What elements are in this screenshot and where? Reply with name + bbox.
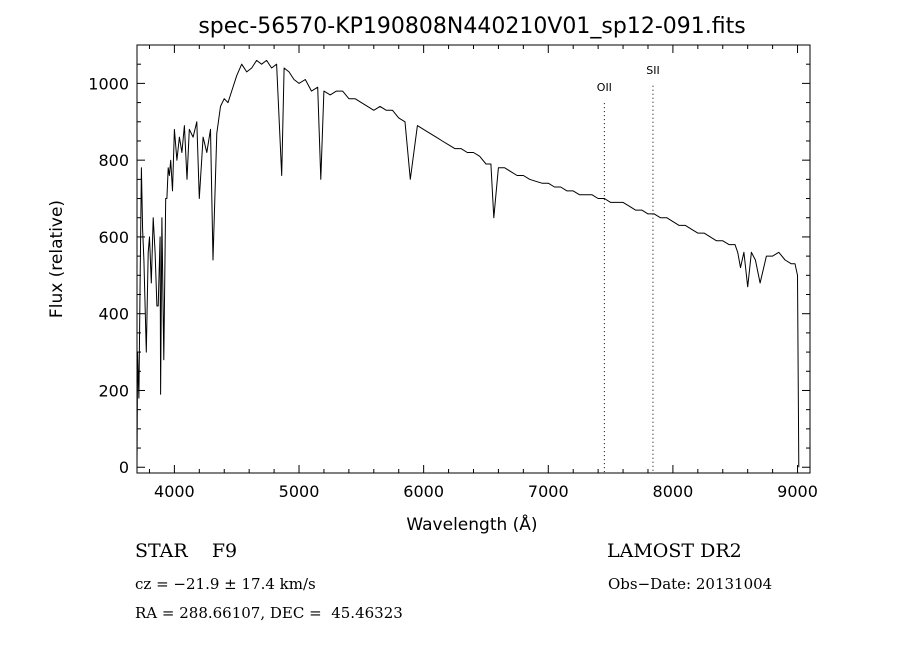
observation-date: Obs−Date: 20131004 — [608, 575, 773, 593]
annotation-label: OII — [597, 81, 612, 94]
y-tick-label: 600 — [98, 228, 129, 247]
annotation-label: SII — [646, 64, 659, 77]
x-tick-label: 9000 — [777, 482, 818, 501]
annotation-labels: OII SII — [597, 64, 660, 94]
annotation-lines — [603, 85, 654, 473]
y-tick-label: 200 — [98, 381, 129, 400]
x-tick-label: 8000 — [653, 482, 694, 501]
x-tick-label: 4000 — [154, 482, 195, 501]
y-axis-label: Flux (relative) — [47, 200, 67, 318]
y-tick-label: 1000 — [88, 74, 129, 93]
x-axis-ticks: 4000 5000 6000 7000 8000 9000 — [148, 45, 818, 501]
y-tick-label: 800 — [98, 151, 129, 170]
y-axis-ticks: 0 200 400 600 800 1000 — [88, 44, 810, 477]
redshift-velocity: cz = −21.9 ± 17.4 km/s — [135, 575, 316, 593]
object-class: STAR F9 — [135, 540, 238, 562]
chart-title: spec-56570-KP190808N440210V01_sp12-091.f… — [198, 14, 745, 39]
survey-name: LAMOST DR2 — [607, 540, 742, 562]
plot-frame — [136, 44, 811, 474]
y-tick-label: 400 — [98, 305, 129, 324]
x-tick-label: 5000 — [279, 482, 320, 501]
y-tick-label: 0 — [119, 458, 129, 477]
coordinates: RA = 288.66107, DEC = 45.46323 — [135, 604, 403, 622]
x-axis-label: Wavelength (Å) — [406, 513, 537, 535]
spectrum-line — [136, 59, 800, 468]
x-tick-label: 6000 — [403, 482, 444, 501]
x-tick-label: 7000 — [528, 482, 569, 501]
